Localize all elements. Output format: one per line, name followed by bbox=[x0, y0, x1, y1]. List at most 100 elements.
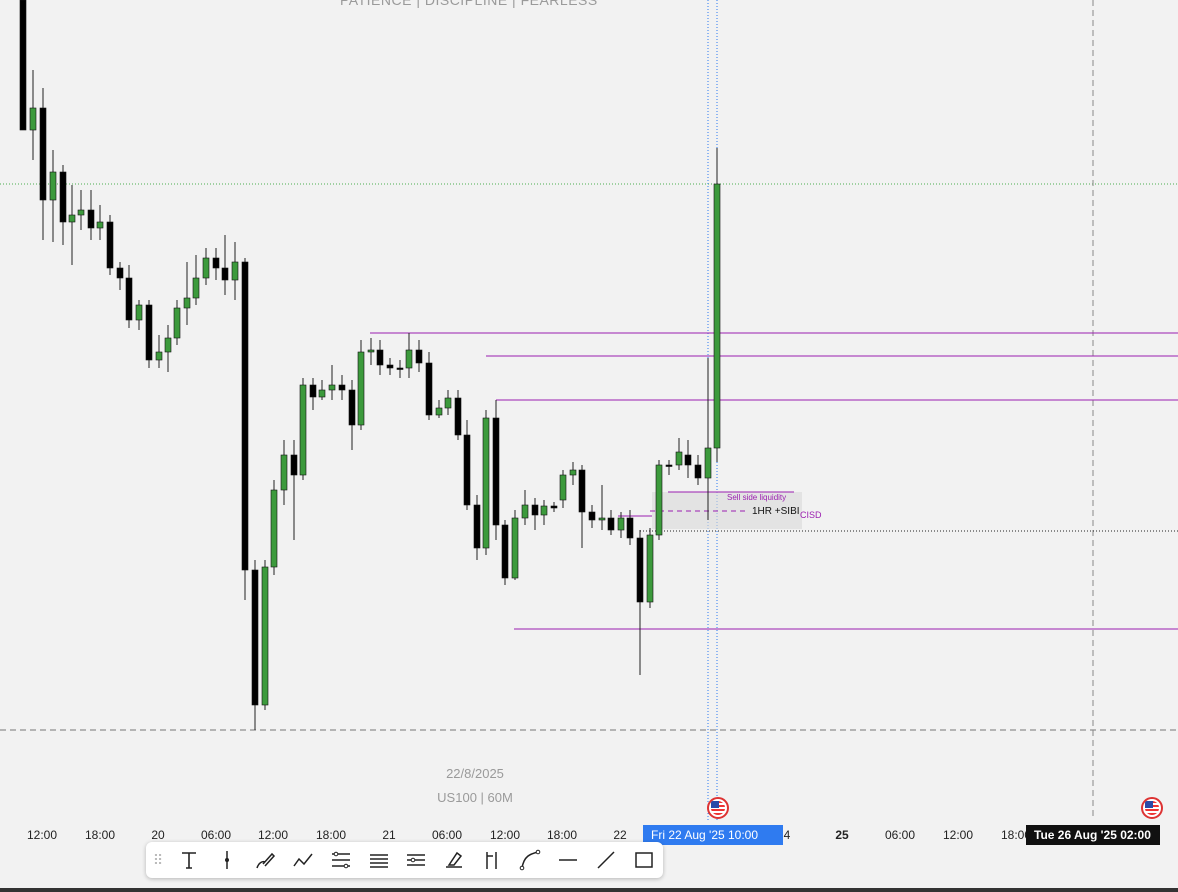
fib-retracement-icon bbox=[331, 851, 350, 869]
bullish-candle bbox=[675, 451, 683, 466]
eraser-tool-button[interactable] bbox=[435, 842, 473, 878]
bullish-candle bbox=[435, 407, 443, 416]
bearish-candle bbox=[376, 349, 384, 366]
bearish-candle bbox=[241, 261, 249, 571]
bearish-candle bbox=[396, 367, 404, 370]
bullish-candle bbox=[511, 517, 519, 579]
trend-line-button[interactable] bbox=[587, 842, 625, 878]
long-position-icon bbox=[486, 852, 498, 869]
bearish-candle bbox=[694, 464, 702, 479]
brush-tool-button[interactable] bbox=[246, 842, 284, 878]
rectangle-tool-button[interactable] bbox=[625, 842, 663, 878]
time-tick: 21 bbox=[382, 828, 396, 842]
text-tool-button[interactable] bbox=[170, 842, 208, 878]
bearish-candle bbox=[588, 511, 596, 521]
bearish-candle bbox=[454, 397, 462, 436]
bearish-candle bbox=[19, 0, 27, 131]
time-tick: 12:00 bbox=[489, 828, 521, 842]
time-axis[interactable]: 12:00 18:00 20 06:00 12:00 18:00 21 06:0… bbox=[0, 820, 1178, 850]
bullish-candle bbox=[598, 517, 606, 521]
bearish-candle bbox=[221, 267, 229, 281]
bullish-candle bbox=[155, 351, 163, 361]
cisd-label: CISD bbox=[800, 510, 822, 520]
time-tick: 12:00 bbox=[26, 828, 58, 842]
drag-handle-icon[interactable]: ⠿ bbox=[152, 851, 164, 868]
parallel-channel-button[interactable] bbox=[360, 842, 398, 878]
candles-canvas[interactable] bbox=[0, 0, 1178, 820]
path-tool-button[interactable] bbox=[284, 842, 322, 878]
regression-icon bbox=[407, 854, 426, 866]
time-tick: 12:00 bbox=[942, 828, 974, 842]
watermark-symbol: US100 | 60M bbox=[437, 790, 513, 805]
pin-tool-button[interactable] bbox=[208, 842, 246, 878]
bullish-candle bbox=[569, 469, 577, 476]
us-flag-event-icon[interactable] bbox=[1141, 797, 1163, 819]
time-tick: 18:00 bbox=[84, 828, 116, 842]
time-tick: 18:00 bbox=[546, 828, 578, 842]
sibi-label: 1HR +SIBI bbox=[752, 506, 800, 517]
bullish-candle bbox=[49, 171, 57, 201]
fib-retracement-button[interactable] bbox=[322, 842, 360, 878]
bullish-candle bbox=[68, 214, 76, 223]
bearish-candle bbox=[531, 504, 539, 516]
bearish-candle bbox=[251, 569, 259, 706]
bearish-candle bbox=[338, 384, 346, 391]
bullish-candle bbox=[135, 304, 143, 321]
long-position-button[interactable] bbox=[473, 842, 511, 878]
bullish-candle bbox=[540, 505, 548, 516]
path-icon bbox=[293, 853, 313, 867]
time-tick: 06:00 bbox=[431, 828, 463, 842]
bearish-candle bbox=[636, 537, 644, 603]
drawing-toolbar[interactable]: ⠿ bbox=[146, 842, 663, 878]
bearish-candle bbox=[684, 454, 692, 466]
time-tick: 4 bbox=[783, 828, 791, 842]
parallel-channel-icon bbox=[369, 854, 388, 868]
bearish-candle bbox=[39, 107, 47, 201]
horizontal-line-button[interactable] bbox=[549, 842, 587, 878]
bullish-candle bbox=[29, 107, 37, 131]
bullish-candle bbox=[183, 297, 191, 309]
bearish-candle bbox=[59, 171, 67, 223]
bullish-candle bbox=[192, 277, 200, 299]
bearish-candle bbox=[106, 221, 114, 269]
time-tick: 20 bbox=[151, 828, 165, 842]
bearish-candle bbox=[425, 362, 433, 416]
bearish-candle bbox=[492, 417, 500, 526]
bearish-candle bbox=[501, 524, 509, 579]
end-time-label: Tue 26 Aug '25 02:00 bbox=[1026, 825, 1160, 845]
bullish-candle bbox=[367, 349, 375, 353]
bullish-candle bbox=[231, 261, 239, 281]
bullish-candle bbox=[646, 534, 654, 603]
regression-tool-button[interactable] bbox=[397, 842, 435, 878]
bearish-candle bbox=[386, 364, 394, 369]
bullish-candle bbox=[299, 384, 307, 476]
bullish-candle bbox=[521, 504, 529, 519]
horizontal-line-icon bbox=[559, 859, 578, 861]
bearish-candle bbox=[87, 209, 95, 229]
us-flag-event-icon[interactable] bbox=[707, 797, 729, 819]
price-chart[interactable]: PATIENCE | DISCIPLINE | FEARLESS 22/8/20… bbox=[0, 0, 1178, 820]
bullish-candle bbox=[559, 474, 567, 501]
bearish-candle bbox=[626, 517, 634, 539]
bearish-candle bbox=[415, 349, 423, 364]
watermark-date: 22/8/2025 bbox=[446, 766, 504, 781]
bearish-candle bbox=[212, 257, 220, 269]
brush-icon bbox=[256, 852, 275, 869]
bottom-status-bar bbox=[0, 888, 1178, 892]
bullish-candle bbox=[164, 337, 172, 353]
bullish-candle bbox=[357, 351, 365, 426]
curve-tool-button[interactable] bbox=[511, 842, 549, 878]
time-tick: 18:00 bbox=[315, 828, 347, 842]
bullish-candle bbox=[96, 221, 104, 229]
time-tick: 06:00 bbox=[884, 828, 916, 842]
crosshair-time-label: Fri 22 Aug '25 10:00 bbox=[643, 825, 783, 845]
bearish-candle bbox=[665, 464, 673, 467]
time-tick: 25 bbox=[835, 828, 849, 842]
bullish-candle bbox=[77, 209, 85, 216]
rectangle-icon bbox=[635, 852, 653, 868]
bullish-candle bbox=[328, 384, 336, 391]
time-tick: 12:00 bbox=[257, 828, 289, 842]
curve-icon bbox=[519, 849, 541, 871]
bearish-candle bbox=[125, 277, 133, 321]
bullish-candle bbox=[655, 464, 663, 536]
